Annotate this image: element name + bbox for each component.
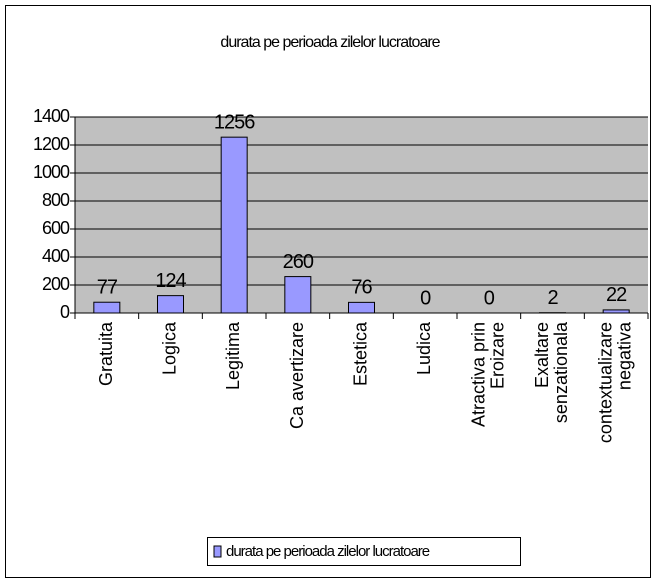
x-tick-label: Ludica	[414, 321, 434, 375]
data-label: 22	[606, 284, 627, 306]
data-label: 260	[283, 251, 314, 273]
x-tick-label: Exaltaresenzationala	[532, 321, 571, 423]
bar	[157, 295, 184, 314]
y-tick-label: 1200	[33, 134, 70, 154]
x-tick-label: Atractiva prinEroizare	[468, 322, 507, 427]
y-tick-label: 200	[42, 274, 70, 294]
x-tick-label: Ca avertizare	[287, 322, 307, 429]
y-tick-label: 400	[42, 246, 70, 266]
bar	[284, 276, 312, 314]
bar	[348, 301, 375, 314]
x-tick-label: Logica	[159, 321, 179, 375]
legend-box	[207, 537, 521, 566]
x-tick-label: contextualizarenegativa	[595, 321, 634, 443]
x-tick-label: Legitima	[223, 321, 243, 390]
data-label: 124	[155, 270, 186, 292]
data-label: 0	[420, 287, 431, 309]
plot-area	[75, 117, 648, 313]
chart-title: durata pe perioada zilelor lucratoare	[220, 34, 440, 51]
y-tick-label: 1400	[33, 106, 70, 126]
data-label: 1256	[214, 111, 255, 133]
y-tick-label: 800	[42, 190, 70, 210]
x-tick-label: Estetica	[350, 321, 370, 386]
y-tick-label: 1000	[33, 162, 70, 182]
x-tick-label: Gratuita	[96, 321, 116, 386]
bar	[602, 309, 630, 314]
data-label: 76	[351, 277, 372, 299]
data-label: 77	[97, 277, 118, 299]
y-tick-label: 0	[60, 302, 70, 322]
bar	[93, 301, 121, 314]
data-label: 0	[484, 287, 495, 309]
bar	[220, 136, 248, 314]
data-label: 2	[547, 287, 558, 309]
legend-swatch	[213, 545, 222, 558]
y-tick-label: 600	[42, 218, 70, 238]
legend-label: durata pe perioada zilelor lucratoare	[226, 543, 430, 560]
